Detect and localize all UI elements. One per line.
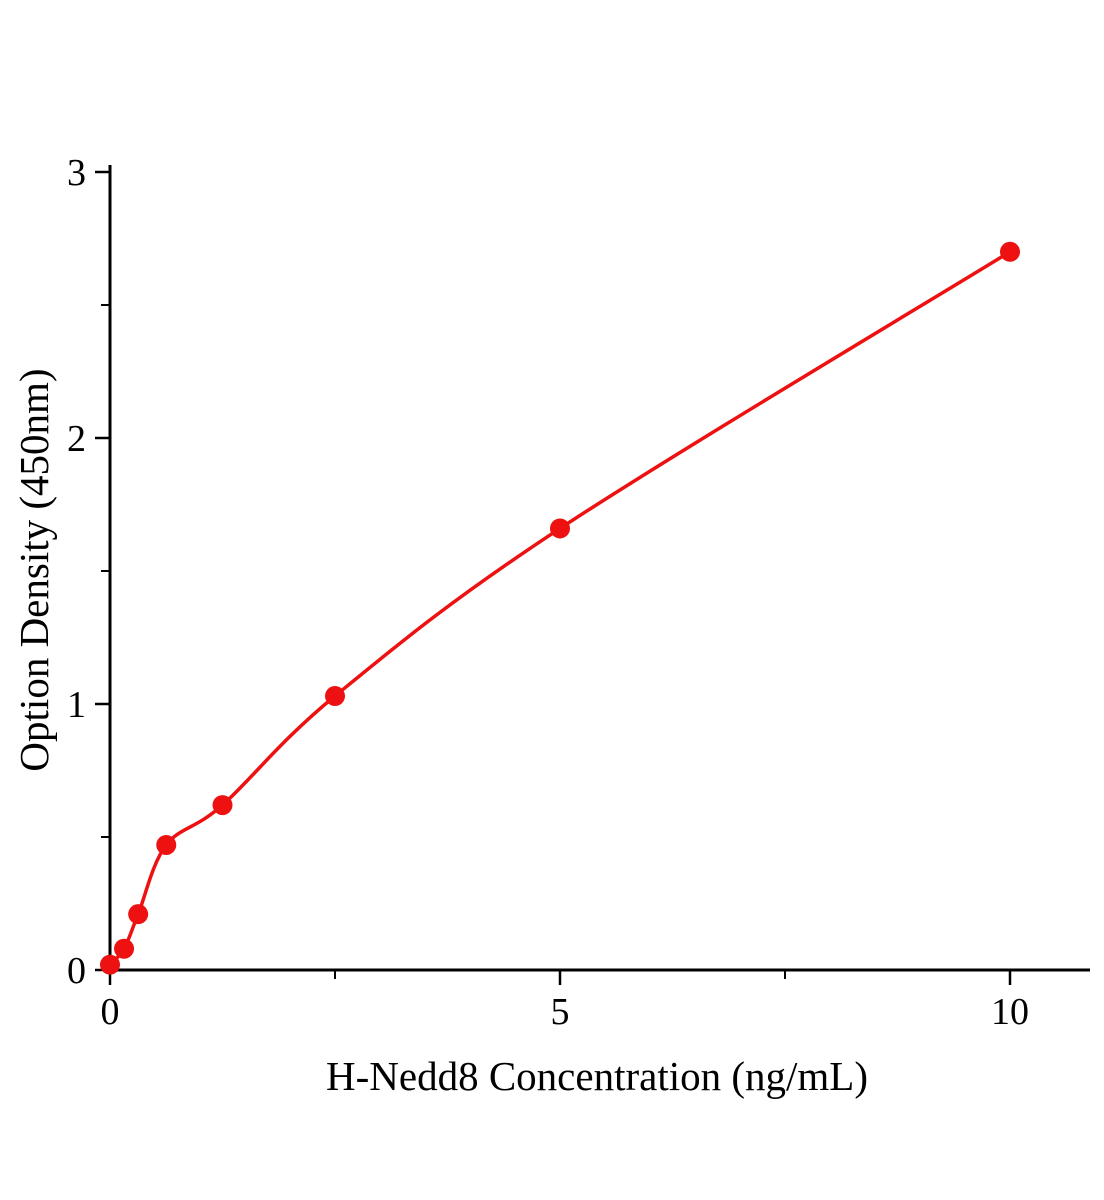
y-axis-label: Option Density (450nm) [11, 368, 57, 771]
y-tick-label: 1 [67, 684, 86, 726]
data-point [325, 686, 345, 707]
tick-labels: 0 5 10 0 1 2 3 [67, 152, 1029, 1033]
data-point [114, 938, 135, 959]
fit-curve [108, 250, 1012, 967]
data-point [212, 795, 233, 816]
tick-marks [95, 170, 1012, 985]
y-tick-label: 0 [67, 950, 86, 992]
x-axis-label: H-Nedd8 Concentration (ng/mL) [326, 1053, 868, 1099]
x-tick-label: 0 [101, 991, 120, 1033]
data-point [100, 954, 120, 975]
data-point [550, 518, 570, 539]
data-point [1000, 241, 1020, 262]
x-tick-label: 10 [991, 991, 1029, 1033]
x-tick-label: 5 [551, 991, 570, 1033]
axes [108, 165, 1090, 972]
data-point [128, 904, 149, 925]
y-tick-label: 3 [67, 152, 86, 194]
data-point [156, 834, 177, 855]
data-series [100, 241, 1020, 975]
y-tick-label: 2 [67, 418, 86, 460]
